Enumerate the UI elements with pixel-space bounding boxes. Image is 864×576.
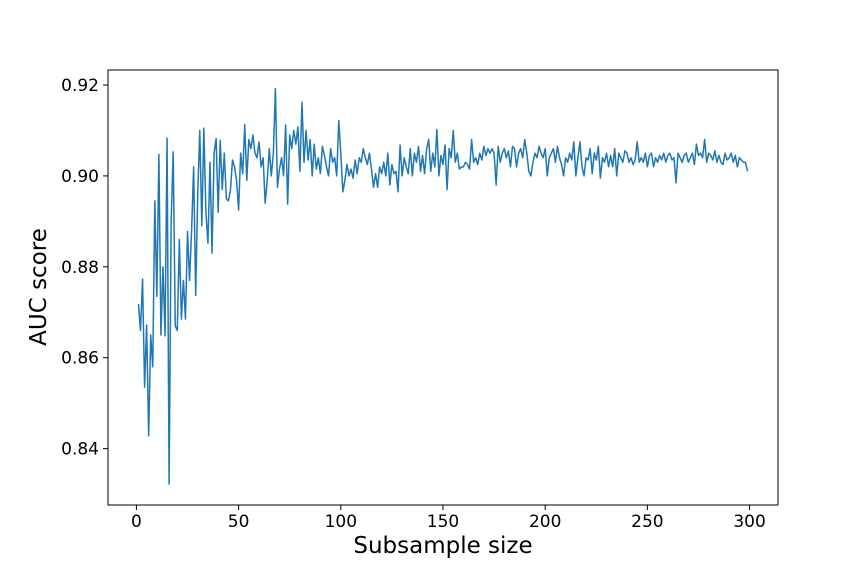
x-tick-label: 150: [427, 512, 459, 532]
line-series: [137, 87, 749, 485]
x-tick-label: 200: [529, 512, 561, 532]
y-tick-label: 0.88: [61, 258, 99, 278]
y-tick-label: 0.84: [61, 440, 99, 460]
x-tick-label: 0: [131, 512, 142, 532]
x-tick-label: 100: [325, 512, 357, 532]
x-tick-label: 250: [631, 512, 663, 532]
y-tick-label: 0.86: [61, 349, 99, 369]
y-tick-label: 0.92: [61, 76, 99, 96]
x-tick-label: 50: [228, 512, 250, 532]
plot-frame: [107, 69, 779, 506]
x-axis-label: Subsample size: [353, 533, 532, 559]
y-tick-label: 0.90: [61, 167, 99, 187]
x-tick-label: 300: [733, 512, 765, 532]
y-axis-label: AUC score: [26, 228, 52, 346]
